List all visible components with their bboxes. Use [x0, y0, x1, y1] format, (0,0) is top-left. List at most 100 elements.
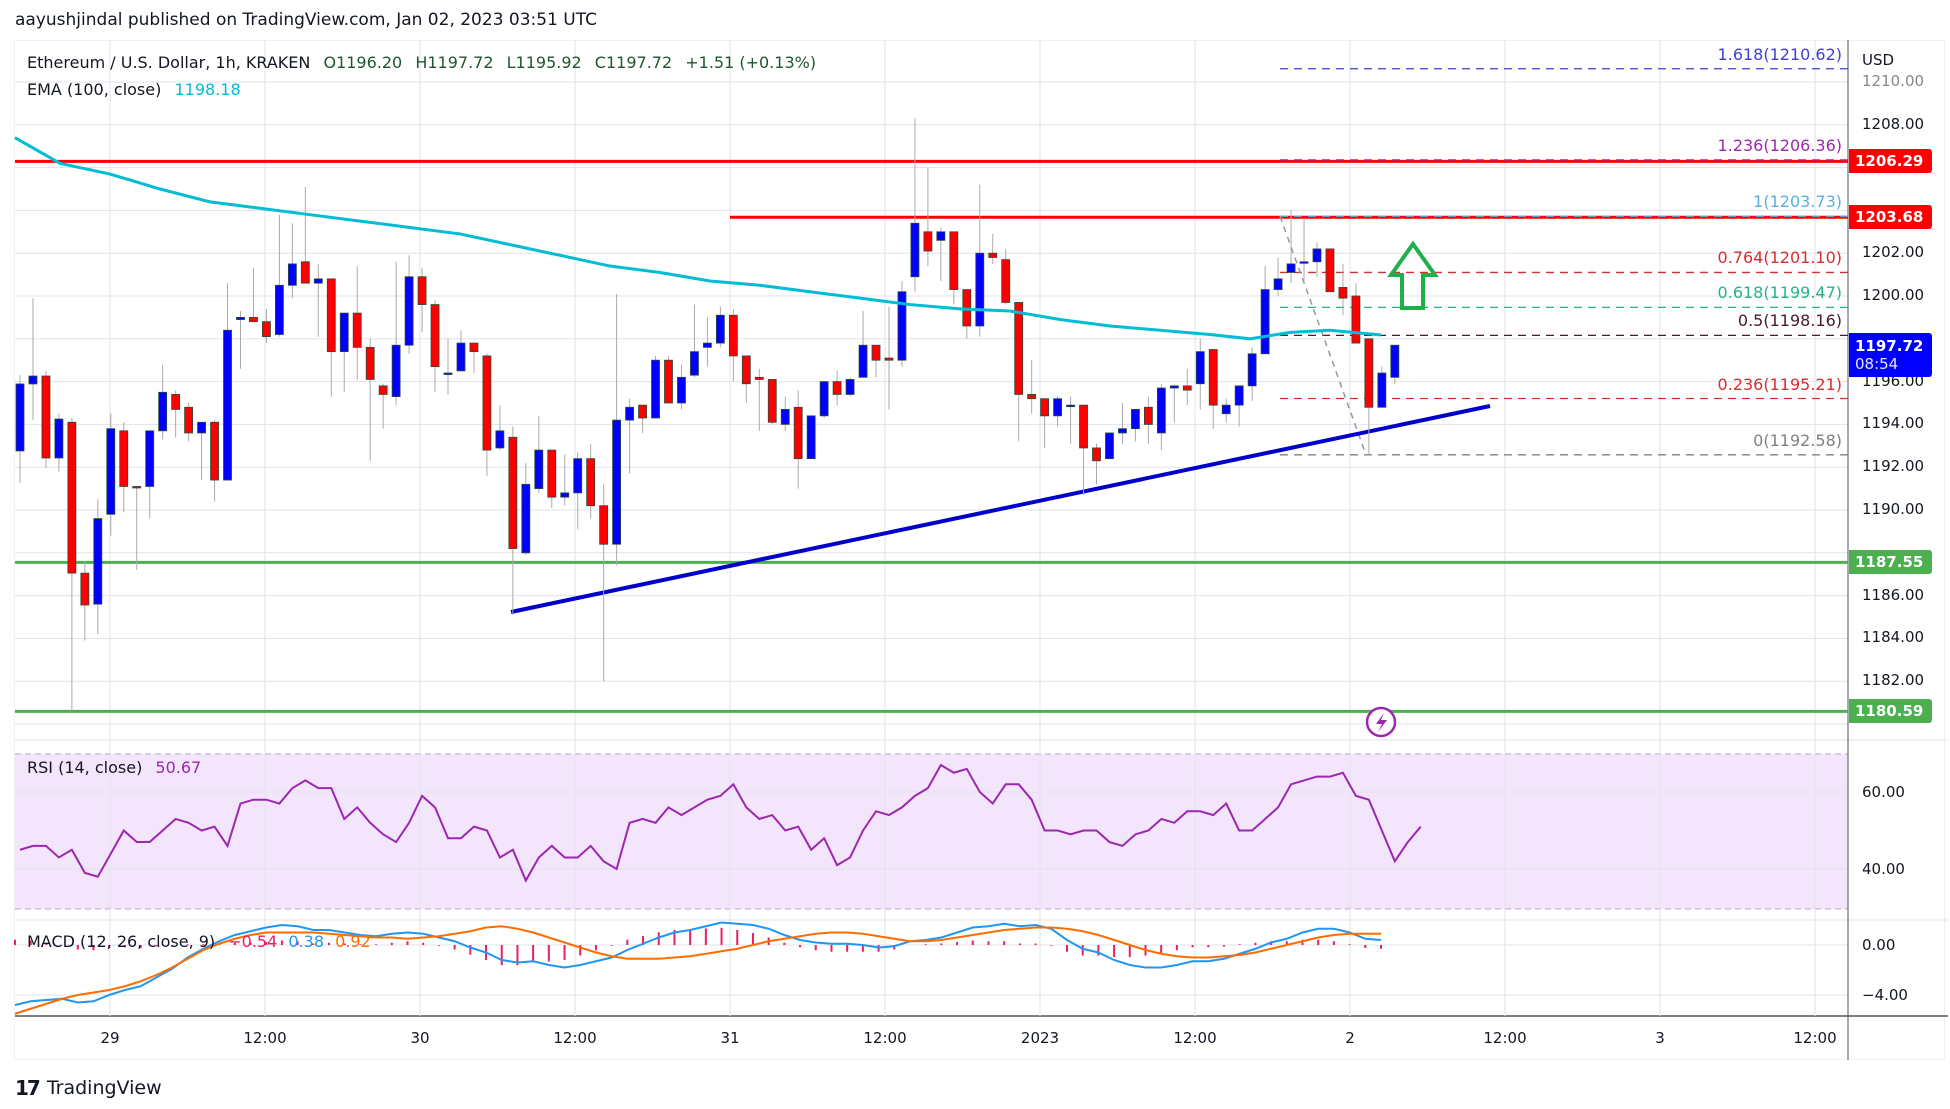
candle-body[interactable] — [495, 430, 505, 449]
candle-body[interactable] — [1260, 289, 1270, 355]
candle-body[interactable] — [1338, 287, 1348, 299]
candle-body[interactable] — [287, 263, 297, 286]
candle-body[interactable] — [93, 518, 103, 605]
symbol-title[interactable]: Ethereum / U.S. Dollar, 1h, KRAKEN — [27, 53, 311, 72]
candle-body[interactable] — [1299, 261, 1309, 264]
candle-body[interactable] — [132, 486, 142, 489]
candle-body[interactable] — [41, 375, 51, 459]
candle-body[interactable] — [1118, 428, 1127, 434]
candle-body[interactable] — [184, 406, 194, 434]
currency-label[interactable]: USD — [1862, 51, 1895, 69]
candle-body[interactable] — [158, 391, 168, 432]
candle-body[interactable] — [1027, 394, 1037, 400]
candle-body[interactable] — [612, 419, 622, 545]
candle-body[interactable] — [910, 222, 920, 278]
candle-body[interactable] — [664, 359, 673, 404]
candle-body[interactable] — [1325, 248, 1335, 293]
candle-body[interactable] — [443, 372, 453, 375]
candle-body[interactable] — [690, 351, 699, 376]
candle-body[interactable] — [547, 449, 557, 498]
candle-body[interactable] — [741, 355, 751, 385]
candle-body[interactable] — [236, 316, 245, 320]
candle-body[interactable] — [1364, 338, 1374, 408]
candle-body[interactable] — [1286, 263, 1296, 273]
candle-body[interactable] — [1066, 404, 1075, 408]
candle-body[interactable] — [638, 404, 647, 419]
candle-body[interactable] — [1247, 353, 1257, 387]
candle-body[interactable] — [145, 430, 155, 487]
candle-body[interactable] — [67, 421, 77, 574]
candle-body[interactable] — [897, 291, 907, 361]
candle-body[interactable] — [106, 428, 116, 515]
candle-body[interactable] — [1079, 404, 1088, 449]
tradingview-logo[interactable]: 17 TradingView — [15, 1076, 162, 1100]
candle-body[interactable] — [767, 379, 777, 423]
candle-body[interactable] — [1195, 351, 1205, 385]
candle-body[interactable] — [54, 418, 64, 459]
candle-body[interactable] — [365, 346, 375, 380]
candle-body[interactable] — [262, 321, 271, 338]
candle-body[interactable] — [249, 316, 258, 323]
candle-body[interactable] — [1131, 409, 1140, 430]
candle-body[interactable] — [119, 430, 129, 487]
candle-body[interactable] — [469, 342, 479, 353]
candle-body[interactable] — [1092, 447, 1101, 462]
candle-body[interactable] — [728, 314, 738, 357]
candle-body[interactable] — [223, 329, 232, 481]
candle-body[interactable] — [508, 436, 518, 549]
candle-body[interactable] — [599, 505, 609, 545]
candle-body[interactable] — [534, 449, 544, 489]
candle-body[interactable] — [858, 344, 868, 378]
candle-body[interactable] — [793, 406, 803, 460]
candle-body[interactable] — [923, 231, 933, 252]
candle-body[interactable] — [1105, 432, 1114, 460]
candle-body[interactable] — [651, 359, 660, 419]
candle-body[interactable] — [1001, 259, 1011, 303]
candle-body[interactable] — [1312, 248, 1322, 263]
candle-body[interactable] — [456, 342, 466, 372]
rsi-label[interactable]: RSI (14, close) — [27, 758, 143, 777]
candle-body[interactable] — [80, 572, 90, 606]
candle-body[interactable] — [378, 385, 388, 395]
candle-body[interactable] — [1377, 372, 1387, 408]
candle-body[interactable] — [936, 231, 946, 241]
candle-body[interactable] — [326, 278, 336, 353]
ascending-trendline[interactable] — [510, 404, 1491, 614]
candle-body[interactable] — [1390, 344, 1400, 378]
candle-body[interactable] — [197, 421, 206, 434]
candle-body[interactable] — [832, 381, 842, 395]
macd-label[interactable]: MACD (12, 26, close, 9) — [27, 932, 216, 951]
candle-body[interactable] — [819, 381, 829, 417]
candle-body[interactable] — [677, 376, 686, 404]
candle-body[interactable] — [586, 458, 596, 507]
candle-body[interactable] — [1040, 398, 1050, 417]
candle-body[interactable] — [884, 357, 894, 361]
candle-body[interactable] — [300, 261, 310, 284]
candle-body[interactable] — [404, 276, 414, 346]
candle-body[interactable] — [560, 492, 570, 498]
candle-body[interactable] — [417, 276, 427, 305]
candle-body[interactable] — [975, 252, 985, 327]
candle-body[interactable] — [871, 344, 881, 361]
candle-body[interactable] — [703, 342, 712, 348]
candle-body[interactable] — [1273, 278, 1283, 290]
candle-body[interactable] — [339, 312, 349, 353]
candle-body[interactable] — [1234, 385, 1244, 406]
ema-label[interactable]: EMA (100, close) — [27, 80, 162, 99]
candle-body[interactable] — [1221, 404, 1231, 415]
candle-body[interactable] — [391, 344, 401, 397]
candle-body[interactable] — [430, 304, 440, 368]
candle-body[interactable] — [210, 421, 219, 481]
candle-body[interactable] — [845, 379, 855, 395]
candle-body[interactable] — [806, 415, 816, 460]
candle-body[interactable] — [521, 483, 531, 554]
candle-body[interactable] — [715, 314, 725, 344]
candle-body[interactable] — [780, 409, 790, 425]
candle-body[interactable] — [482, 355, 492, 451]
candle-body[interactable] — [1169, 385, 1179, 389]
candle-body[interactable] — [1208, 349, 1218, 406]
candle-body[interactable] — [1014, 302, 1024, 395]
candle-body[interactable] — [625, 406, 634, 421]
candle-body[interactable] — [313, 278, 323, 284]
candle-body[interactable] — [1156, 387, 1166, 434]
